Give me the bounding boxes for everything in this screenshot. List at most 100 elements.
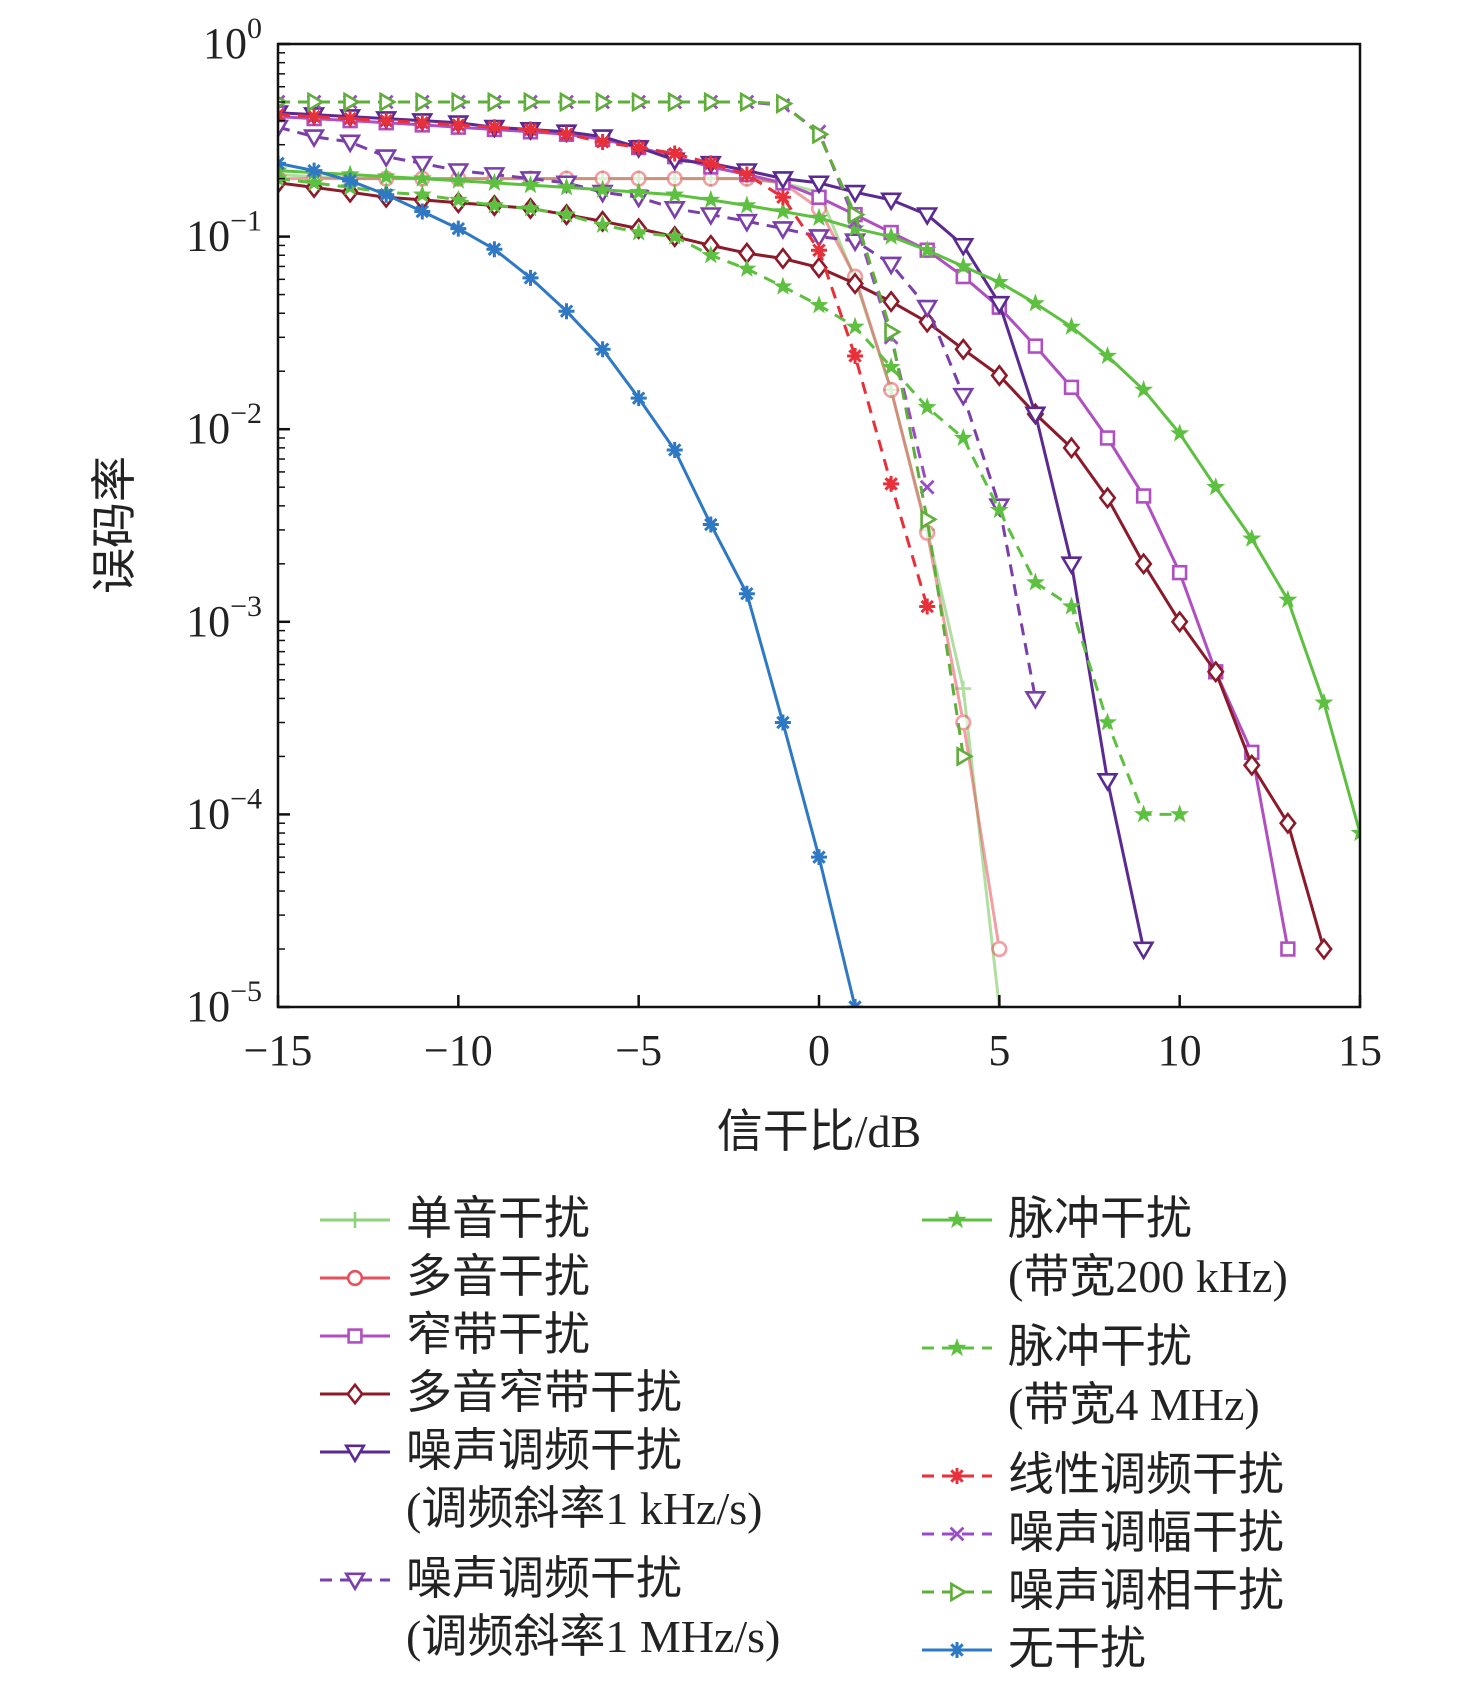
data-point [450,220,467,237]
data-point [1027,338,1044,354]
data-point [843,184,867,204]
data-point [522,121,539,138]
legend-marker [947,1210,967,1229]
data-point [304,172,324,191]
data-point [414,114,431,131]
series-10 [278,91,974,767]
data-point [629,182,649,201]
data-point [703,91,722,113]
data-point [776,93,794,114]
data-point [773,201,793,220]
data-point [378,112,395,129]
data-point [989,500,1009,519]
legend-entry: 无干扰 [922,1623,1146,1674]
data-point [988,295,1011,315]
data-point [774,247,792,270]
data-point [807,229,831,248]
data-point [557,177,576,196]
data-point [558,126,575,143]
series-7 [278,168,1190,823]
series-line [278,115,1290,950]
data-point [920,509,938,530]
x-axis-label: 信干比/dB [717,1106,921,1157]
data-point [845,218,865,237]
data-point [699,207,722,227]
data-point [883,475,900,492]
data-point [845,316,865,335]
y-tick-label: 10−5 [186,975,262,1031]
series-line [278,181,1326,950]
series-line [278,161,857,1007]
data-point [737,258,757,277]
data-point [810,256,828,279]
legend-entry: 线性调频干扰 [922,1449,1284,1500]
data-point [1134,804,1154,823]
legend-label: (调频斜率1 MHz/s) [406,1611,780,1662]
data-point [1062,316,1081,335]
data-point [738,585,755,602]
legend-label: 噪声调相干扰 [1008,1565,1284,1616]
data-point [990,364,1009,387]
data-point [847,348,864,364]
data-point [735,213,758,233]
data-point [411,155,434,175]
data-point [631,91,650,113]
data-point [412,184,432,203]
data-point [342,172,359,189]
data-point [278,168,288,187]
data-point [1098,712,1117,731]
data-point [812,123,830,145]
legend-entry: 噪声调频干扰 (调频斜率1 MHz/s) [320,1553,780,1662]
legend-label: 脉冲干扰 [1008,1193,1192,1244]
data-point [916,299,939,319]
data-point [521,198,540,217]
data-point [1170,804,1190,823]
legend-marker [343,1444,367,1464]
data-point [880,192,903,212]
data-point [484,195,504,214]
x-tick-label: −5 [615,1026,662,1075]
legend-label: 线性调频干扰 [1008,1449,1284,1500]
legend-entry: 多音干扰 [320,1251,590,1302]
y-tick-label: 10−3 [186,590,262,646]
legend-entry: 单音干扰 [320,1193,590,1244]
x-tick-label: 15 [1338,1026,1382,1075]
data-point [559,91,578,113]
data-point [557,204,576,223]
legend-marker [950,1581,968,1603]
data-point [630,139,647,156]
data-point [701,189,721,208]
data-point [848,204,866,225]
y-tick-label: 10−1 [186,205,262,261]
data-point [523,91,542,113]
data-point [629,222,649,241]
data-point [1170,423,1190,442]
data-point [666,145,683,162]
data-point [450,116,467,133]
data-point [1098,486,1117,510]
legend-entry: 窄带干扰 [320,1309,590,1360]
data-point [448,170,468,189]
data-point [883,381,900,398]
data-point [1098,346,1117,365]
data-point [306,108,323,125]
data-point [307,91,325,113]
data-point [956,746,974,767]
data-point [1242,528,1262,547]
y-tick-label: 10−2 [186,397,262,453]
data-point [1280,941,1296,957]
series-8 [278,106,936,615]
series-line [278,100,965,757]
data-point [451,91,469,113]
data-point [522,269,539,286]
legend-label: 噪声调幅干扰 [1008,1507,1284,1558]
data-point [558,303,575,320]
data-point [989,272,1009,291]
data-point [953,256,973,275]
y-tick-label: 10−4 [186,782,262,838]
data-point [1206,660,1225,684]
series-line [278,125,1037,699]
data-point [593,214,613,233]
data-point [666,442,683,458]
data-point [917,240,937,259]
